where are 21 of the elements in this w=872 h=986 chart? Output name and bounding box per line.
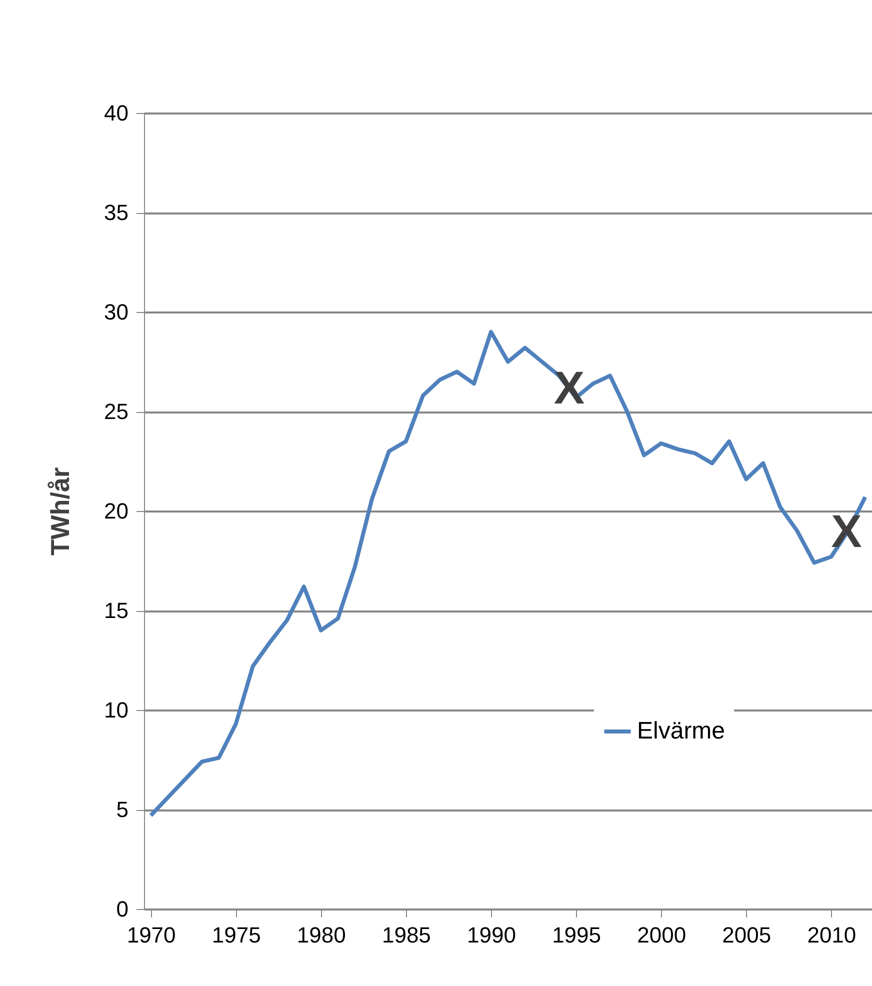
x-tick-label: 1990 — [467, 922, 516, 948]
x-tick-label: 1985 — [382, 922, 431, 948]
y-tick-label: 30 — [104, 300, 128, 324]
y-tick-label: 25 — [104, 399, 128, 424]
y-tick-label: 10 — [104, 698, 128, 722]
line-series — [148, 330, 868, 818]
x-tick-label: 2005 — [722, 922, 772, 948]
y-tick-label: 35 — [104, 200, 128, 225]
x-tick-label: 1970 — [126, 922, 176, 948]
y-tick-label: 0 — [116, 896, 128, 922]
x-tick-label: 2010 — [807, 922, 856, 948]
legend-label: Elvärme — [637, 718, 726, 744]
y-tick-label: 15 — [104, 598, 128, 623]
y-axis-title: TWh/år — [45, 467, 76, 556]
x-tick-label: 1995 — [552, 922, 602, 948]
x-tick-label: 1975 — [212, 922, 261, 948]
x-tick-label: 1980 — [296, 922, 346, 948]
y-tick-label: 20 — [104, 498, 128, 524]
x-tick-label: 2000 — [637, 922, 686, 948]
y-tick-label: 5 — [116, 797, 128, 822]
y-tick-label: 40 — [104, 100, 128, 126]
